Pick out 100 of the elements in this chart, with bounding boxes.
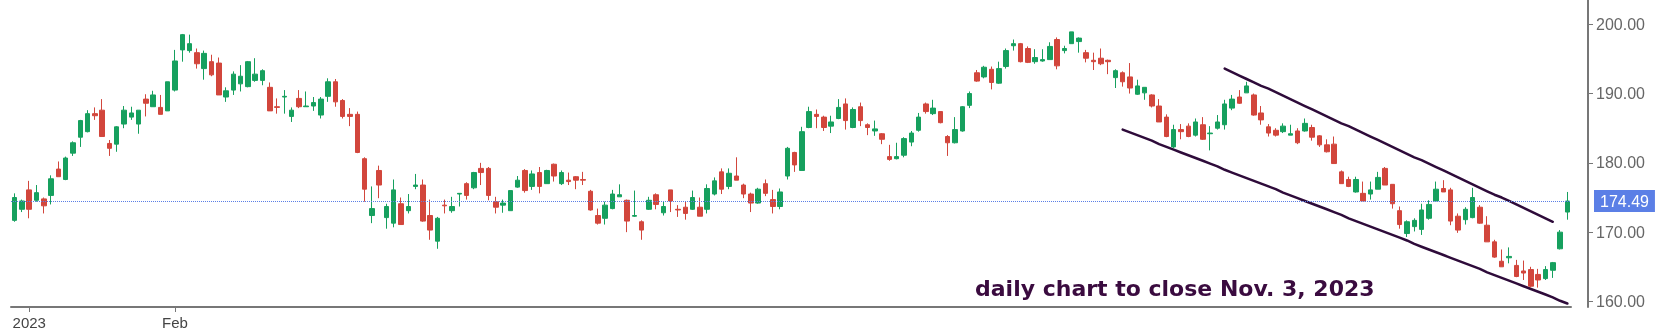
candlestick xyxy=(260,68,265,86)
candlestick xyxy=(1113,68,1118,89)
candlestick xyxy=(989,66,994,90)
candlestick xyxy=(150,90,156,108)
candlestick xyxy=(1215,114,1220,131)
candlestick xyxy=(1317,134,1322,148)
candlestick xyxy=(1521,260,1526,281)
candlestick xyxy=(1135,79,1140,96)
candlestick xyxy=(1419,203,1424,236)
candlestick xyxy=(1207,125,1213,151)
candlestick xyxy=(478,162,484,186)
candlestick xyxy=(1433,181,1439,203)
candlestick xyxy=(522,168,528,194)
x-tick-label: Feb xyxy=(162,314,188,331)
y-tick-label: 160.00 xyxy=(1596,292,1646,310)
candlestick xyxy=(1506,246,1512,264)
candlestick xyxy=(661,201,666,217)
candlestick xyxy=(1003,48,1009,70)
candlestick xyxy=(901,136,907,158)
candlestick xyxy=(165,81,170,112)
candlestick xyxy=(1288,124,1293,136)
candlestick xyxy=(1200,116,1206,141)
candlestick xyxy=(223,86,229,103)
candlestick xyxy=(1557,229,1563,250)
candlestick xyxy=(704,183,710,214)
candlestick xyxy=(967,90,972,109)
candlestick xyxy=(406,193,411,214)
candlestick xyxy=(777,188,783,210)
candlestick xyxy=(850,106,856,129)
candlestick xyxy=(435,216,440,250)
candlestick xyxy=(916,112,921,133)
candlestick xyxy=(544,169,550,185)
candlestick xyxy=(1011,39,1016,52)
candlestick xyxy=(508,190,513,212)
candlestick xyxy=(296,89,302,109)
candlestick xyxy=(1550,261,1556,279)
candlestick xyxy=(1142,86,1147,101)
candlestick xyxy=(632,190,637,218)
candlestick xyxy=(1360,181,1366,202)
candlestick xyxy=(785,146,790,180)
candlestick xyxy=(26,180,32,219)
candlestick xyxy=(107,139,112,157)
candlestick xyxy=(981,65,987,79)
candlestick xyxy=(238,64,243,92)
candlestick xyxy=(158,94,163,115)
candlestick xyxy=(70,140,76,157)
candlestick xyxy=(894,142,899,160)
candlestick xyxy=(1083,49,1089,63)
candlestick xyxy=(1018,42,1023,63)
candlestick xyxy=(1492,239,1497,259)
candlestick xyxy=(865,122,870,136)
candlestick xyxy=(529,169,535,191)
candlestick xyxy=(996,61,1002,85)
candlestick xyxy=(974,69,980,83)
candlestick xyxy=(1484,215,1490,243)
candlestick xyxy=(216,57,222,96)
candlestick xyxy=(500,199,506,214)
candlestick xyxy=(493,196,499,214)
candlestick xyxy=(1412,217,1417,232)
candlestick xyxy=(923,102,929,115)
candlestick xyxy=(683,201,688,221)
candlestick xyxy=(333,78,338,108)
candlestick xyxy=(1397,206,1402,230)
candlestick xyxy=(1076,36,1082,54)
y-tick-label: 190.00 xyxy=(1596,85,1646,103)
candlestick xyxy=(1054,36,1060,70)
candlestick xyxy=(1127,62,1133,95)
candlestick xyxy=(1309,124,1315,142)
candlestick xyxy=(741,183,746,199)
candlestick xyxy=(1448,187,1453,226)
candlestick xyxy=(1295,127,1300,145)
candlestick xyxy=(755,187,761,205)
candlestick xyxy=(384,203,389,230)
annotation: daily chart to close Nov. 3, 2023 xyxy=(975,275,1375,301)
candlestick xyxy=(551,163,557,183)
candlestick xyxy=(1280,122,1286,134)
candlestick xyxy=(639,219,644,241)
candlestick xyxy=(646,196,652,211)
candlestick xyxy=(770,189,776,214)
candlestick xyxy=(289,106,294,123)
candlestick xyxy=(872,120,878,137)
line-series xyxy=(1223,67,1555,224)
candlestick xyxy=(56,160,61,178)
candlestick xyxy=(78,119,83,148)
candlestick xyxy=(48,174,54,205)
x-tick-label: 2023 xyxy=(12,314,46,331)
candlestick xyxy=(180,33,185,63)
candlestick xyxy=(457,192,462,208)
candlestick xyxy=(1455,212,1461,234)
candlestick xyxy=(325,77,331,103)
candlestick xyxy=(763,178,768,197)
candlestick xyxy=(938,111,943,124)
candlestick xyxy=(311,96,316,112)
candlestick xyxy=(1273,127,1279,138)
candlestick xyxy=(799,126,805,171)
candlestick xyxy=(602,201,608,226)
candlestick xyxy=(369,185,375,224)
candlestick xyxy=(1404,219,1410,238)
candlestick xyxy=(12,192,17,223)
candlestick xyxy=(41,197,47,214)
